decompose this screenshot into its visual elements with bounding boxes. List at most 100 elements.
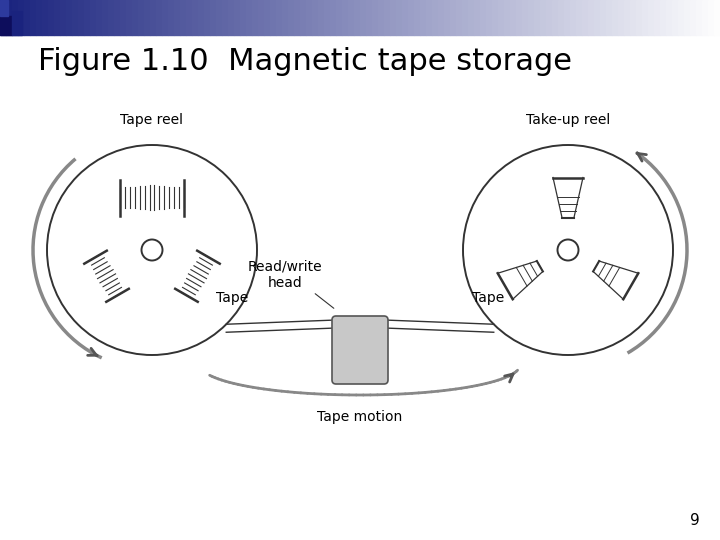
Bar	[24, 0, 30, 35]
Bar	[372, 0, 378, 35]
Bar	[42, 0, 48, 35]
Bar	[696, 0, 702, 35]
Bar	[228, 0, 234, 35]
Bar	[234, 0, 240, 35]
Bar	[282, 0, 288, 35]
Bar	[324, 0, 330, 35]
Bar	[276, 0, 282, 35]
Text: 9: 9	[690, 513, 700, 528]
Bar	[480, 0, 486, 35]
Bar	[360, 0, 366, 35]
Bar	[144, 0, 150, 35]
Bar	[588, 0, 594, 35]
Bar	[342, 0, 348, 35]
Bar	[666, 0, 672, 35]
Bar	[612, 0, 618, 35]
Bar	[198, 0, 204, 35]
Bar	[630, 0, 636, 35]
Bar	[348, 0, 354, 35]
Bar	[240, 0, 246, 35]
Bar	[174, 0, 180, 35]
Bar	[336, 0, 342, 35]
Bar	[126, 0, 132, 35]
Bar	[654, 0, 660, 35]
Bar	[246, 0, 252, 35]
Bar	[468, 0, 474, 35]
Bar	[462, 0, 468, 35]
Bar	[300, 0, 306, 35]
Bar	[156, 0, 162, 35]
Bar	[18, 0, 24, 35]
Bar	[438, 0, 444, 35]
Bar	[636, 0, 642, 35]
Bar	[0, 0, 6, 35]
Bar	[486, 0, 492, 35]
Bar	[582, 0, 588, 35]
Bar	[72, 0, 78, 35]
Bar	[354, 0, 360, 35]
Bar	[546, 0, 552, 35]
Bar	[294, 0, 300, 35]
Bar	[330, 0, 336, 35]
Bar	[384, 0, 390, 35]
Bar	[444, 0, 450, 35]
Bar	[504, 0, 510, 35]
Bar	[180, 0, 186, 35]
Bar	[456, 0, 462, 35]
Bar	[120, 0, 126, 35]
Bar	[606, 0, 612, 35]
Text: Read/write
head: Read/write head	[248, 260, 323, 290]
Bar	[570, 0, 576, 35]
Bar	[426, 0, 432, 35]
Bar	[318, 0, 324, 35]
Bar	[492, 0, 498, 35]
Bar	[672, 0, 678, 35]
Bar	[624, 0, 630, 35]
Bar	[528, 0, 534, 35]
Bar	[684, 0, 690, 35]
Bar	[540, 0, 546, 35]
Bar	[192, 0, 198, 35]
Bar	[270, 0, 276, 35]
Bar	[102, 0, 108, 35]
Bar	[660, 0, 666, 35]
Bar	[690, 0, 696, 35]
Bar	[522, 0, 528, 35]
Bar	[312, 0, 318, 35]
FancyBboxPatch shape	[332, 316, 388, 384]
Text: Take-up reel: Take-up reel	[526, 113, 610, 127]
Bar	[204, 0, 210, 35]
Bar	[30, 0, 36, 35]
Text: Tape motion: Tape motion	[318, 410, 402, 424]
Bar	[222, 0, 228, 35]
Bar	[474, 0, 480, 35]
Bar	[708, 0, 714, 35]
Bar	[60, 0, 66, 35]
Bar	[84, 0, 90, 35]
Bar	[576, 0, 582, 35]
Bar	[288, 0, 294, 35]
Bar	[594, 0, 600, 35]
Bar	[516, 0, 522, 35]
Bar	[78, 0, 84, 35]
Bar	[420, 0, 426, 35]
Bar	[48, 0, 54, 35]
Bar	[186, 0, 192, 35]
Text: Tape: Tape	[472, 291, 504, 305]
Bar	[12, 0, 18, 35]
Bar	[396, 0, 402, 35]
Bar	[552, 0, 558, 35]
Bar	[618, 0, 624, 35]
Bar	[408, 0, 414, 35]
Text: Tape: Tape	[216, 291, 248, 305]
Bar	[66, 0, 72, 35]
Bar	[366, 0, 372, 35]
Bar	[498, 0, 504, 35]
Bar	[702, 0, 708, 35]
Bar	[558, 0, 564, 35]
Bar	[210, 0, 216, 35]
Bar	[600, 0, 606, 35]
Bar	[642, 0, 648, 35]
Bar	[216, 0, 222, 35]
Bar	[432, 0, 438, 35]
